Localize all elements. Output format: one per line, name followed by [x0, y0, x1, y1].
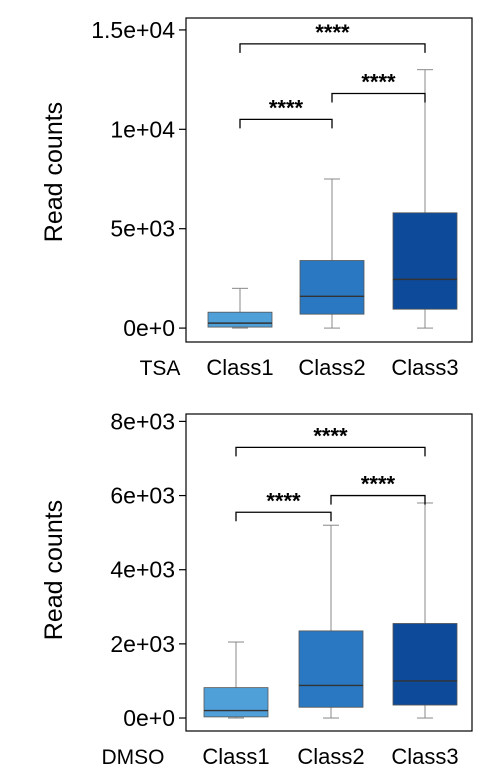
significance-label: **** — [361, 70, 396, 95]
y-tick-label: 0e+0 — [123, 705, 175, 731]
x-tick-label: Class1 — [206, 355, 273, 380]
box-class1 — [203, 687, 269, 718]
box-class2 — [299, 260, 365, 315]
dmso-panel: 0e+0 2e+03 4e+03 6e+03 8e+03 Read counts Class… — [40, 408, 473, 769]
y-tick-label: 0e+0 — [123, 315, 175, 341]
y-tick-label: 1e+04 — [110, 116, 175, 142]
y-tick-label: 8e+03 — [110, 408, 175, 434]
significance-bracket — [330, 494, 426, 505]
box-class3 — [392, 623, 458, 706]
box-class1 — [207, 311, 273, 328]
y-tick-label: 4e+03 — [110, 557, 175, 583]
group-label: DMSO — [102, 746, 165, 769]
y-tick-label: 1.5e+04 — [91, 17, 175, 43]
box-class2 — [298, 630, 364, 708]
y-tick-label: 2e+03 — [110, 631, 175, 657]
significance-label: **** — [313, 423, 348, 448]
significance-bracket — [235, 511, 332, 522]
significance-label: **** — [361, 472, 396, 497]
tsa-panel: 0e+0 5e+03 1e+04 1.5e+04 Read counts Class1 Cl… — [40, 17, 473, 380]
box-class3 — [392, 212, 458, 310]
plot-frame — [185, 413, 473, 732]
group-label: TSA — [140, 357, 181, 380]
x-tick-label: Class1 — [202, 744, 269, 769]
x-tick-label: Class3 — [391, 744, 458, 769]
y-tick-label: 5e+03 — [110, 216, 175, 242]
x-tick-label: Class2 — [298, 355, 365, 380]
significance-label: **** — [266, 488, 301, 513]
significance-label: **** — [269, 95, 304, 120]
y-axis-label: Read counts — [40, 102, 68, 242]
significance-label: **** — [315, 20, 350, 45]
y-tick-label: 6e+03 — [110, 483, 175, 509]
significance-bracket — [239, 118, 333, 129]
significance-bracket — [239, 43, 426, 53]
significance-bracket — [235, 446, 426, 457]
plot-frame — [185, 17, 473, 343]
x-tick-label: Class3 — [391, 355, 458, 380]
significance-bracket — [331, 92, 426, 103]
y-axis-label: Read counts — [40, 500, 68, 640]
x-tick-label: Class2 — [297, 744, 364, 769]
